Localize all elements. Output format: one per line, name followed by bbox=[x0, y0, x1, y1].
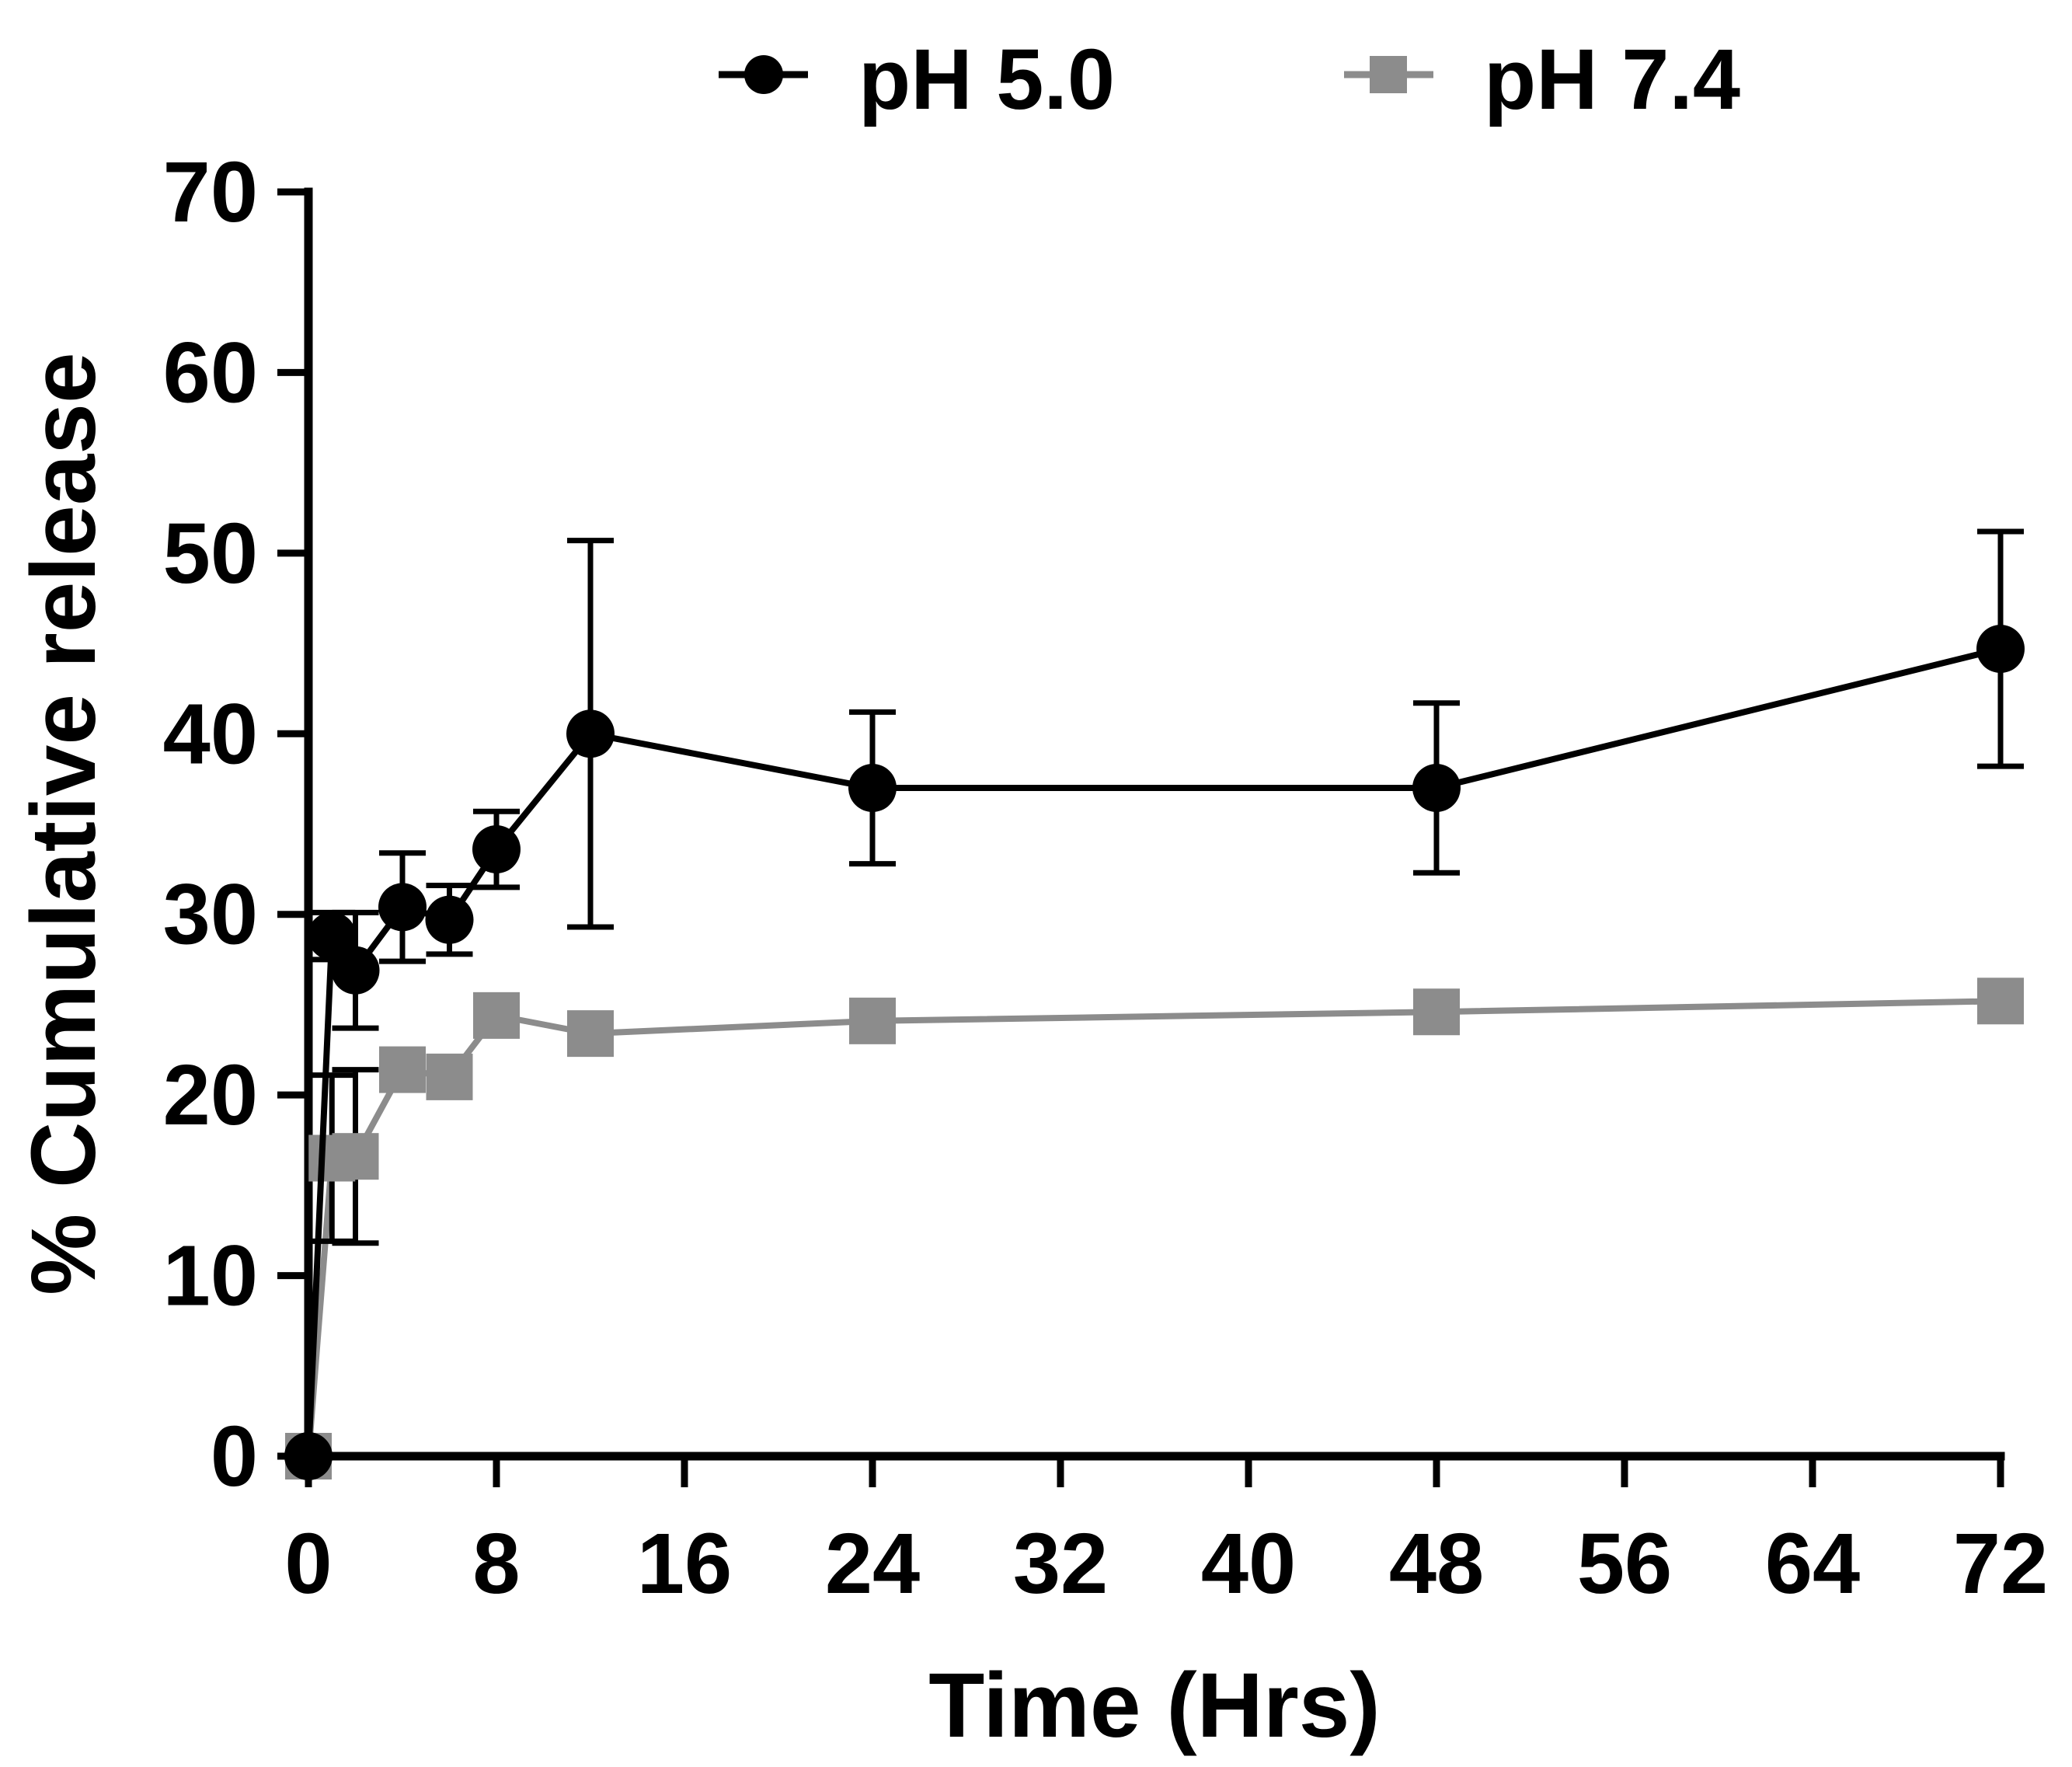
x-tick-label: 0 bbox=[284, 1516, 332, 1612]
data-point-ph50 bbox=[566, 709, 615, 758]
data-point-ph50 bbox=[472, 825, 521, 874]
x-tick-label: 24 bbox=[825, 1516, 920, 1612]
x-tick-label: 48 bbox=[1389, 1516, 1484, 1612]
y-tick-label: 60 bbox=[163, 325, 258, 420]
x-tick-label: 40 bbox=[1201, 1516, 1296, 1612]
data-point-ph74 bbox=[473, 992, 520, 1039]
data-point-ph74 bbox=[1977, 978, 2024, 1025]
legend-marker-ph74 bbox=[1370, 56, 1407, 93]
axes: 0 8 16 24 32 40 48 56 64 72 0 10 20 30 40 50 60 70 bbox=[163, 145, 2049, 1612]
y-tick-label: 10 bbox=[163, 1229, 258, 1324]
x-tick-label: 64 bbox=[1765, 1516, 1860, 1612]
series-layer bbox=[284, 528, 2025, 1480]
series-line-ph50 bbox=[305, 646, 2001, 1457]
data-point-ph74 bbox=[1413, 988, 1460, 1036]
chart-legend: pH 5.0 pH 7.4 bbox=[719, 32, 1740, 127]
x-tick-label: 56 bbox=[1577, 1516, 1672, 1612]
data-point-ph50 bbox=[848, 764, 897, 813]
y-tick-label: 30 bbox=[163, 867, 258, 963]
data-point-ph74 bbox=[567, 1010, 614, 1058]
data-point-ph74 bbox=[332, 1133, 379, 1180]
legend-label-ph74: pH 7.4 bbox=[1484, 32, 1740, 127]
x-tick-label: 72 bbox=[1953, 1516, 2048, 1612]
y-tick-label: 50 bbox=[163, 506, 258, 601]
y-tick-label: 70 bbox=[163, 145, 258, 240]
data-point-ph50 bbox=[308, 911, 357, 960]
x-tick-label: 32 bbox=[1013, 1516, 1108, 1612]
data-point-ph50 bbox=[378, 883, 427, 932]
y-tick-label: 20 bbox=[163, 1047, 258, 1143]
data-point-ph74 bbox=[849, 997, 896, 1044]
legend-label-ph50: pH 5.0 bbox=[858, 32, 1115, 127]
data-point-ph74 bbox=[426, 1053, 473, 1100]
data-point-ph74 bbox=[379, 1046, 426, 1093]
x-tick-label: 16 bbox=[637, 1516, 732, 1612]
series-ph50 bbox=[284, 528, 2025, 1480]
y-axis-label: % Cumulative release bbox=[12, 352, 115, 1295]
data-point-ph50 bbox=[284, 1432, 333, 1480]
legend-marker-ph50 bbox=[744, 55, 783, 94]
data-point-ph50 bbox=[1976, 625, 2025, 674]
data-point-ph50 bbox=[1412, 764, 1461, 813]
series-line-ph74 bbox=[305, 998, 2001, 1457]
series-ph74 bbox=[285, 978, 2024, 1479]
y-tick-label: 40 bbox=[163, 686, 258, 782]
data-point-ph50 bbox=[425, 895, 474, 944]
x-axis-label: Time (Hrs) bbox=[928, 1654, 1380, 1757]
x-tick-label: 8 bbox=[472, 1516, 520, 1612]
y-tick-label: 0 bbox=[211, 1409, 258, 1504]
data-point-ph50 bbox=[331, 946, 380, 995]
